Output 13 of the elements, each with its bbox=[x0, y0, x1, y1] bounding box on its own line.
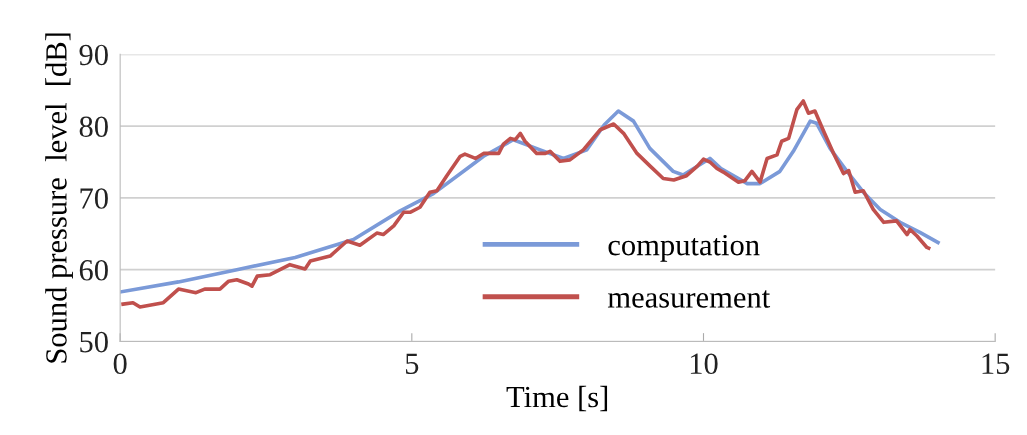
y-tick-label: 90 bbox=[79, 44, 108, 66]
x-tick-label: 5 bbox=[405, 353, 419, 375]
x-axis-title: Time [s] bbox=[506, 385, 608, 412]
y-axis-title: Sound pressure level [dB] bbox=[45, 33, 73, 363]
y-tick-label: 80 bbox=[79, 116, 108, 138]
x-tick-label: 15 bbox=[982, 353, 1010, 375]
x-tick-label: 10 bbox=[690, 353, 718, 375]
x-tick-label: 0 bbox=[113, 353, 127, 375]
legend-label: computation bbox=[608, 234, 760, 262]
legend-label: measurement bbox=[607, 290, 771, 308]
y-tick-label: 60 bbox=[79, 259, 108, 281]
y-tick-label: 70 bbox=[80, 188, 108, 209]
y-tick-label: 50 bbox=[80, 331, 108, 353]
